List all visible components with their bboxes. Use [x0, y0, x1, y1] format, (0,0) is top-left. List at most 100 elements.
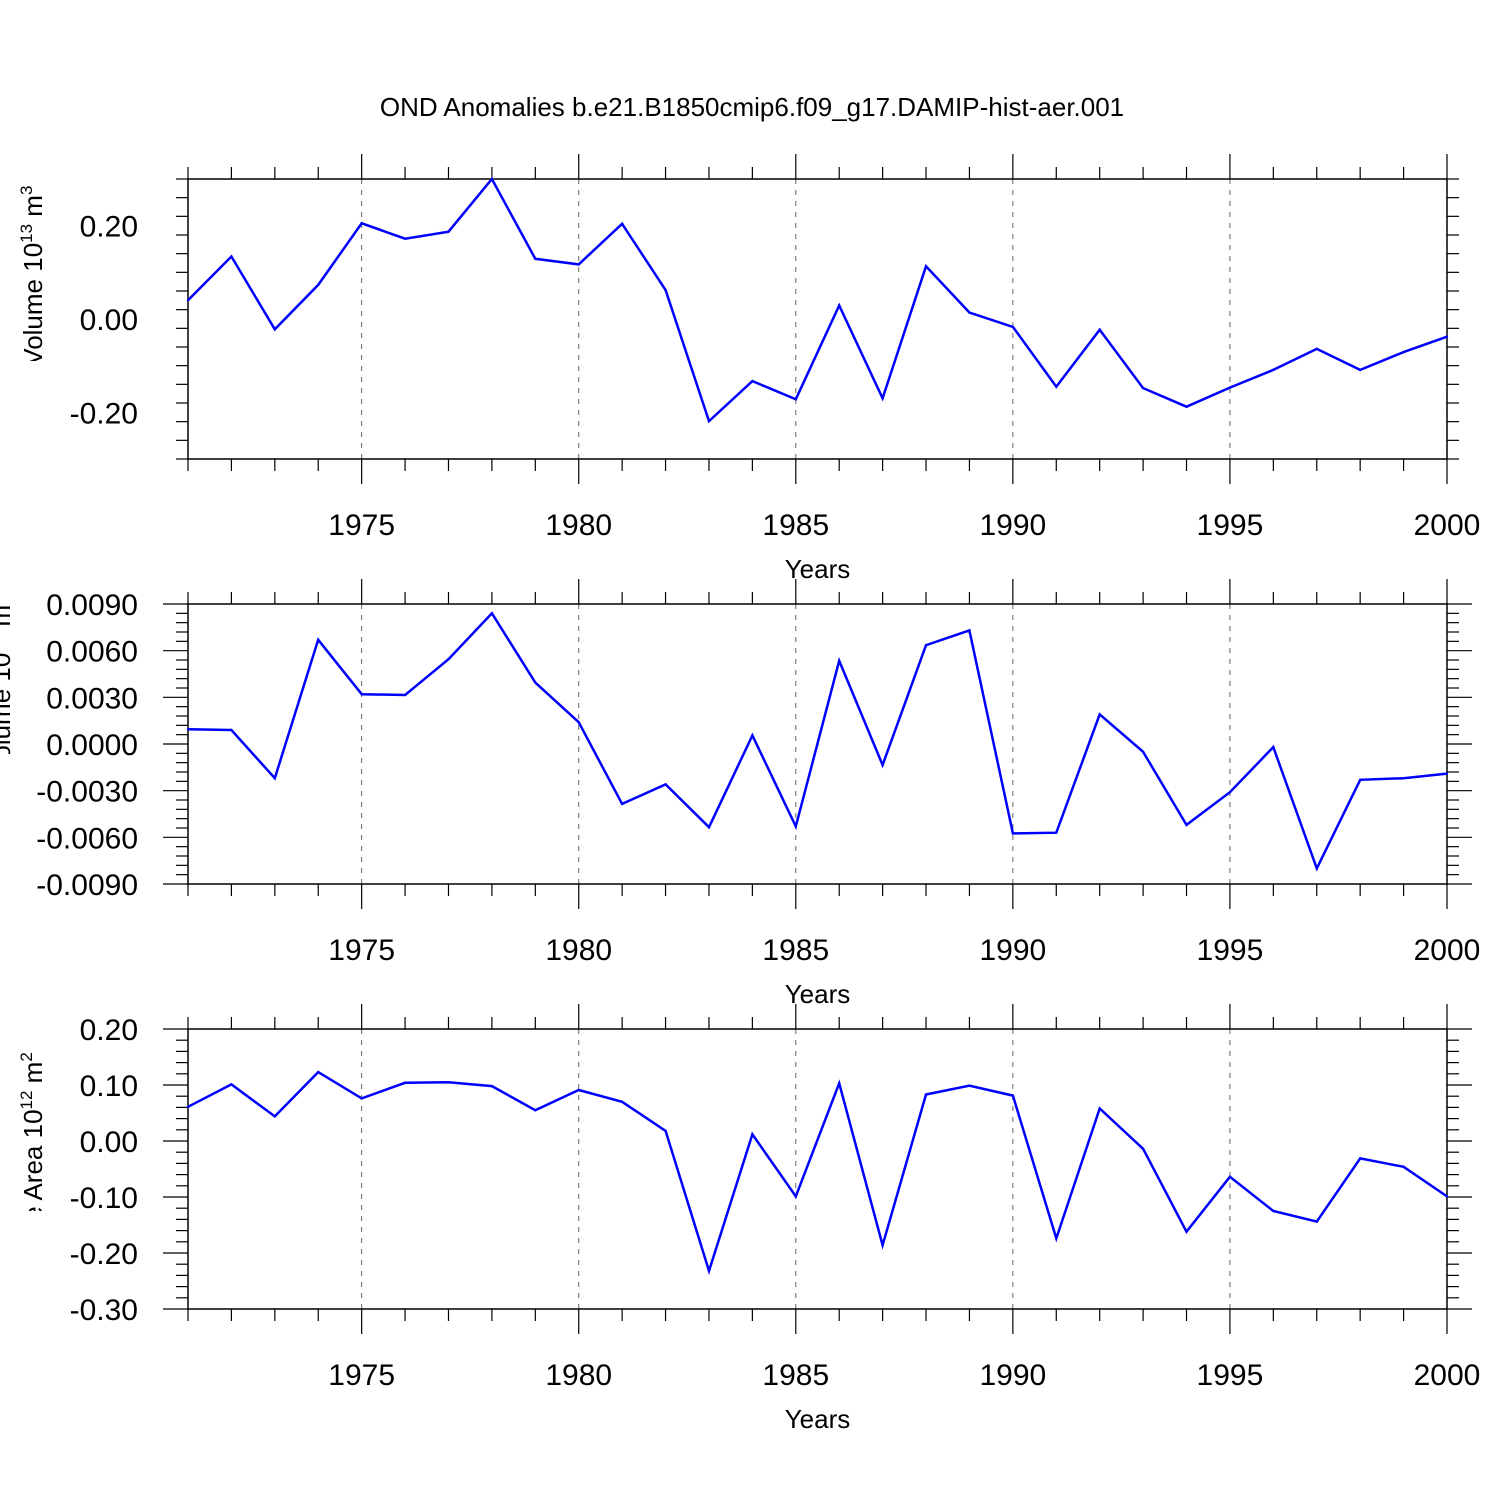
y-tick-label: 0.10: [80, 1070, 138, 1103]
data-point: [664, 288, 667, 292]
y-axis-label-text: Sib Ice Volume 10: [18, 243, 48, 453]
data-point: [1402, 350, 1405, 354]
data-point: [620, 222, 624, 225]
data-point: [1098, 1107, 1101, 1110]
data-point: [1272, 1209, 1275, 1213]
data-point: [317, 283, 320, 287]
y-axis-label-exponent: 12: [17, 1091, 36, 1110]
data-point: [1141, 1147, 1145, 1151]
y-tick-label: 0.0000: [46, 729, 138, 762]
data-point: [707, 826, 711, 829]
y-axis-label-unit-exponent: 3: [0, 595, 4, 604]
data-point: [751, 734, 754, 737]
x-tick-label: 1990: [979, 934, 1046, 967]
data-point: [881, 1243, 884, 1247]
data-point: [707, 420, 711, 423]
data-point: [794, 1195, 797, 1198]
data-point: [620, 802, 624, 806]
y-tick-label: 0.20: [80, 1014, 138, 1047]
y-axis-label-unit-exponent: 3: [17, 186, 36, 195]
data-point: [1402, 1165, 1405, 1168]
data-point: [838, 1082, 841, 1085]
y-tick-label: 0.0060: [46, 636, 138, 669]
data-point: [881, 397, 884, 400]
data-point: [1358, 1157, 1362, 1160]
y-tick-label: -0.0030: [36, 776, 138, 809]
x-tick-label: 1980: [545, 509, 612, 542]
data-point: [273, 1115, 277, 1118]
data-point: [230, 728, 233, 732]
data-point: [664, 783, 667, 786]
x-tick-label: 1990: [979, 1359, 1046, 1392]
plot-frame: [187, 178, 1448, 460]
x-tick-label: 1975: [328, 509, 395, 542]
y-tick-label: 0.0030: [46, 682, 138, 715]
data-point: [447, 658, 450, 661]
data-point: [1315, 347, 1318, 351]
x-axis-label: Years: [785, 554, 851, 584]
panel-3: -0.30 -0.20 -0.10 0.00 0.10 0.20 1975 1980 1985 1…: [17, 1004, 1480, 1434]
data-point: [707, 1269, 711, 1273]
data-point: [1358, 778, 1362, 781]
panel-2: -0.0090 -0.0060 -0.0030 0.0000 0.0030 0.0060 0…: [0, 579, 1480, 1009]
data-point: [1098, 328, 1101, 331]
data-point: [924, 644, 928, 647]
y-axis-label-unit: m: [18, 195, 48, 224]
data-point: [1315, 1220, 1318, 1223]
series-line-1: [187, 1070, 1448, 1276]
data-point: [838, 659, 841, 662]
panel-1: -0.20 0.00 0.20 1975 1980 1985 1990 1995 2000 Yea…: [17, 154, 1480, 584]
data-point: [490, 1084, 494, 1088]
data-point: [1011, 325, 1015, 329]
data-point: [186, 299, 190, 302]
chart-panels: -0.20 0.00 0.20 1975 1980 1985 1990 1995 2000 Yea…: [0, 154, 1480, 1434]
x-tick-label: 1985: [762, 1359, 829, 1392]
y-tick-label: -0.20: [70, 1238, 138, 1271]
x-tick-label: 1980: [545, 1359, 612, 1392]
data-point: [1272, 368, 1275, 372]
x-tick-label: 1990: [979, 509, 1046, 542]
data-point: [924, 265, 928, 268]
data-point: [751, 379, 754, 383]
data-point: [403, 237, 407, 240]
data-point: [1228, 1175, 1232, 1179]
x-tick-label: 1980: [545, 934, 612, 967]
data-point: [230, 255, 233, 258]
data-point: [1228, 791, 1232, 794]
data-point: [1055, 385, 1058, 388]
y-axis-label: Sib Ice Volume 1013 m3: [17, 186, 48, 453]
data-point: [490, 177, 494, 181]
data-point: [360, 1097, 363, 1100]
x-tick-label: 1975: [328, 1359, 395, 1392]
data-point: [360, 693, 363, 696]
data-point: [447, 1081, 450, 1084]
data-point: [1185, 823, 1188, 827]
data-point: [1228, 386, 1232, 389]
data-point: [186, 728, 190, 731]
y-axis-label: Sib Ice Area 1012 m2: [17, 1052, 48, 1286]
y-tick-label: -0.0060: [36, 822, 138, 855]
y-axis-label-exponent: 13: [0, 634, 4, 653]
data-point: [1445, 335, 1449, 338]
y-axis-label-text: Sib Snow Volume 10: [0, 653, 16, 893]
series-line-1: [187, 176, 1448, 424]
data-point: [447, 230, 450, 233]
data-point: [273, 777, 277, 780]
data-point: [577, 721, 580, 724]
data-point: [186, 1105, 190, 1109]
data-point: [577, 263, 580, 266]
plot-frame: [187, 1028, 1448, 1310]
x-tick-label: 2000: [1414, 1359, 1481, 1392]
x-tick-label: 1995: [1197, 934, 1264, 967]
data-point: [794, 825, 797, 828]
y-axis-label: Sib Snow Volume 1013 m3: [0, 595, 16, 892]
data-point: [403, 693, 407, 697]
data-point: [1011, 832, 1015, 835]
data-point: [1141, 386, 1145, 390]
data-point: [794, 398, 797, 401]
data-point: [1055, 1237, 1058, 1240]
series-line-1: [187, 611, 1448, 872]
y-axis-label-unit-exponent: 2: [17, 1052, 36, 1061]
data-point: [577, 1088, 580, 1092]
y-tick-label: -0.10: [70, 1182, 138, 1215]
